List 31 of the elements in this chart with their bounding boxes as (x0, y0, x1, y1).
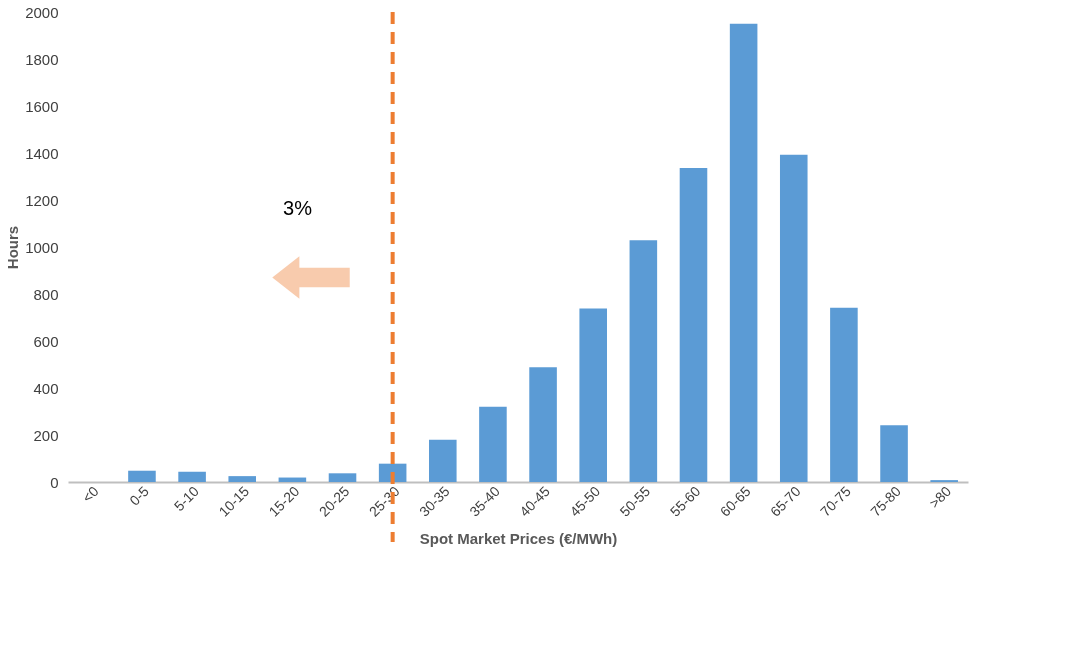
bar (128, 470, 156, 482)
y-axis-title: Hours (4, 225, 22, 270)
bar (228, 476, 257, 482)
bar (629, 240, 658, 482)
y-tick-label: 600 (33, 332, 59, 350)
y-tick-label: 1000 (25, 238, 59, 256)
bar (779, 154, 808, 482)
x-axis-title: Spot Market Prices (€/MWh) (419, 529, 618, 547)
bar (679, 168, 708, 482)
x-tick-label: <0 (79, 482, 102, 506)
bar (178, 471, 206, 482)
y-tick-label: 0 (50, 473, 59, 491)
x-tick-label: >80 (925, 482, 955, 512)
y-tick-label: 200 (33, 426, 59, 444)
annotation: 3% (283, 197, 313, 220)
bar (429, 439, 457, 482)
y-tick-label: 1600 (25, 97, 59, 115)
y-tick-label: 2000 (25, 3, 59, 21)
y-tick-label: 1800 (25, 50, 59, 68)
bar (729, 23, 758, 482)
bar (579, 308, 607, 482)
y-tick-label: 400 (33, 379, 59, 397)
bar (529, 367, 557, 482)
bar (880, 425, 908, 482)
x-tick-label: 0-5 (126, 482, 153, 509)
bar (479, 406, 507, 482)
y-tick-label: 800 (33, 285, 59, 303)
bar (328, 473, 357, 482)
bar (830, 307, 858, 482)
y-tick-label: 1200 (25, 191, 59, 209)
y-tick-label: 1400 (25, 144, 59, 162)
